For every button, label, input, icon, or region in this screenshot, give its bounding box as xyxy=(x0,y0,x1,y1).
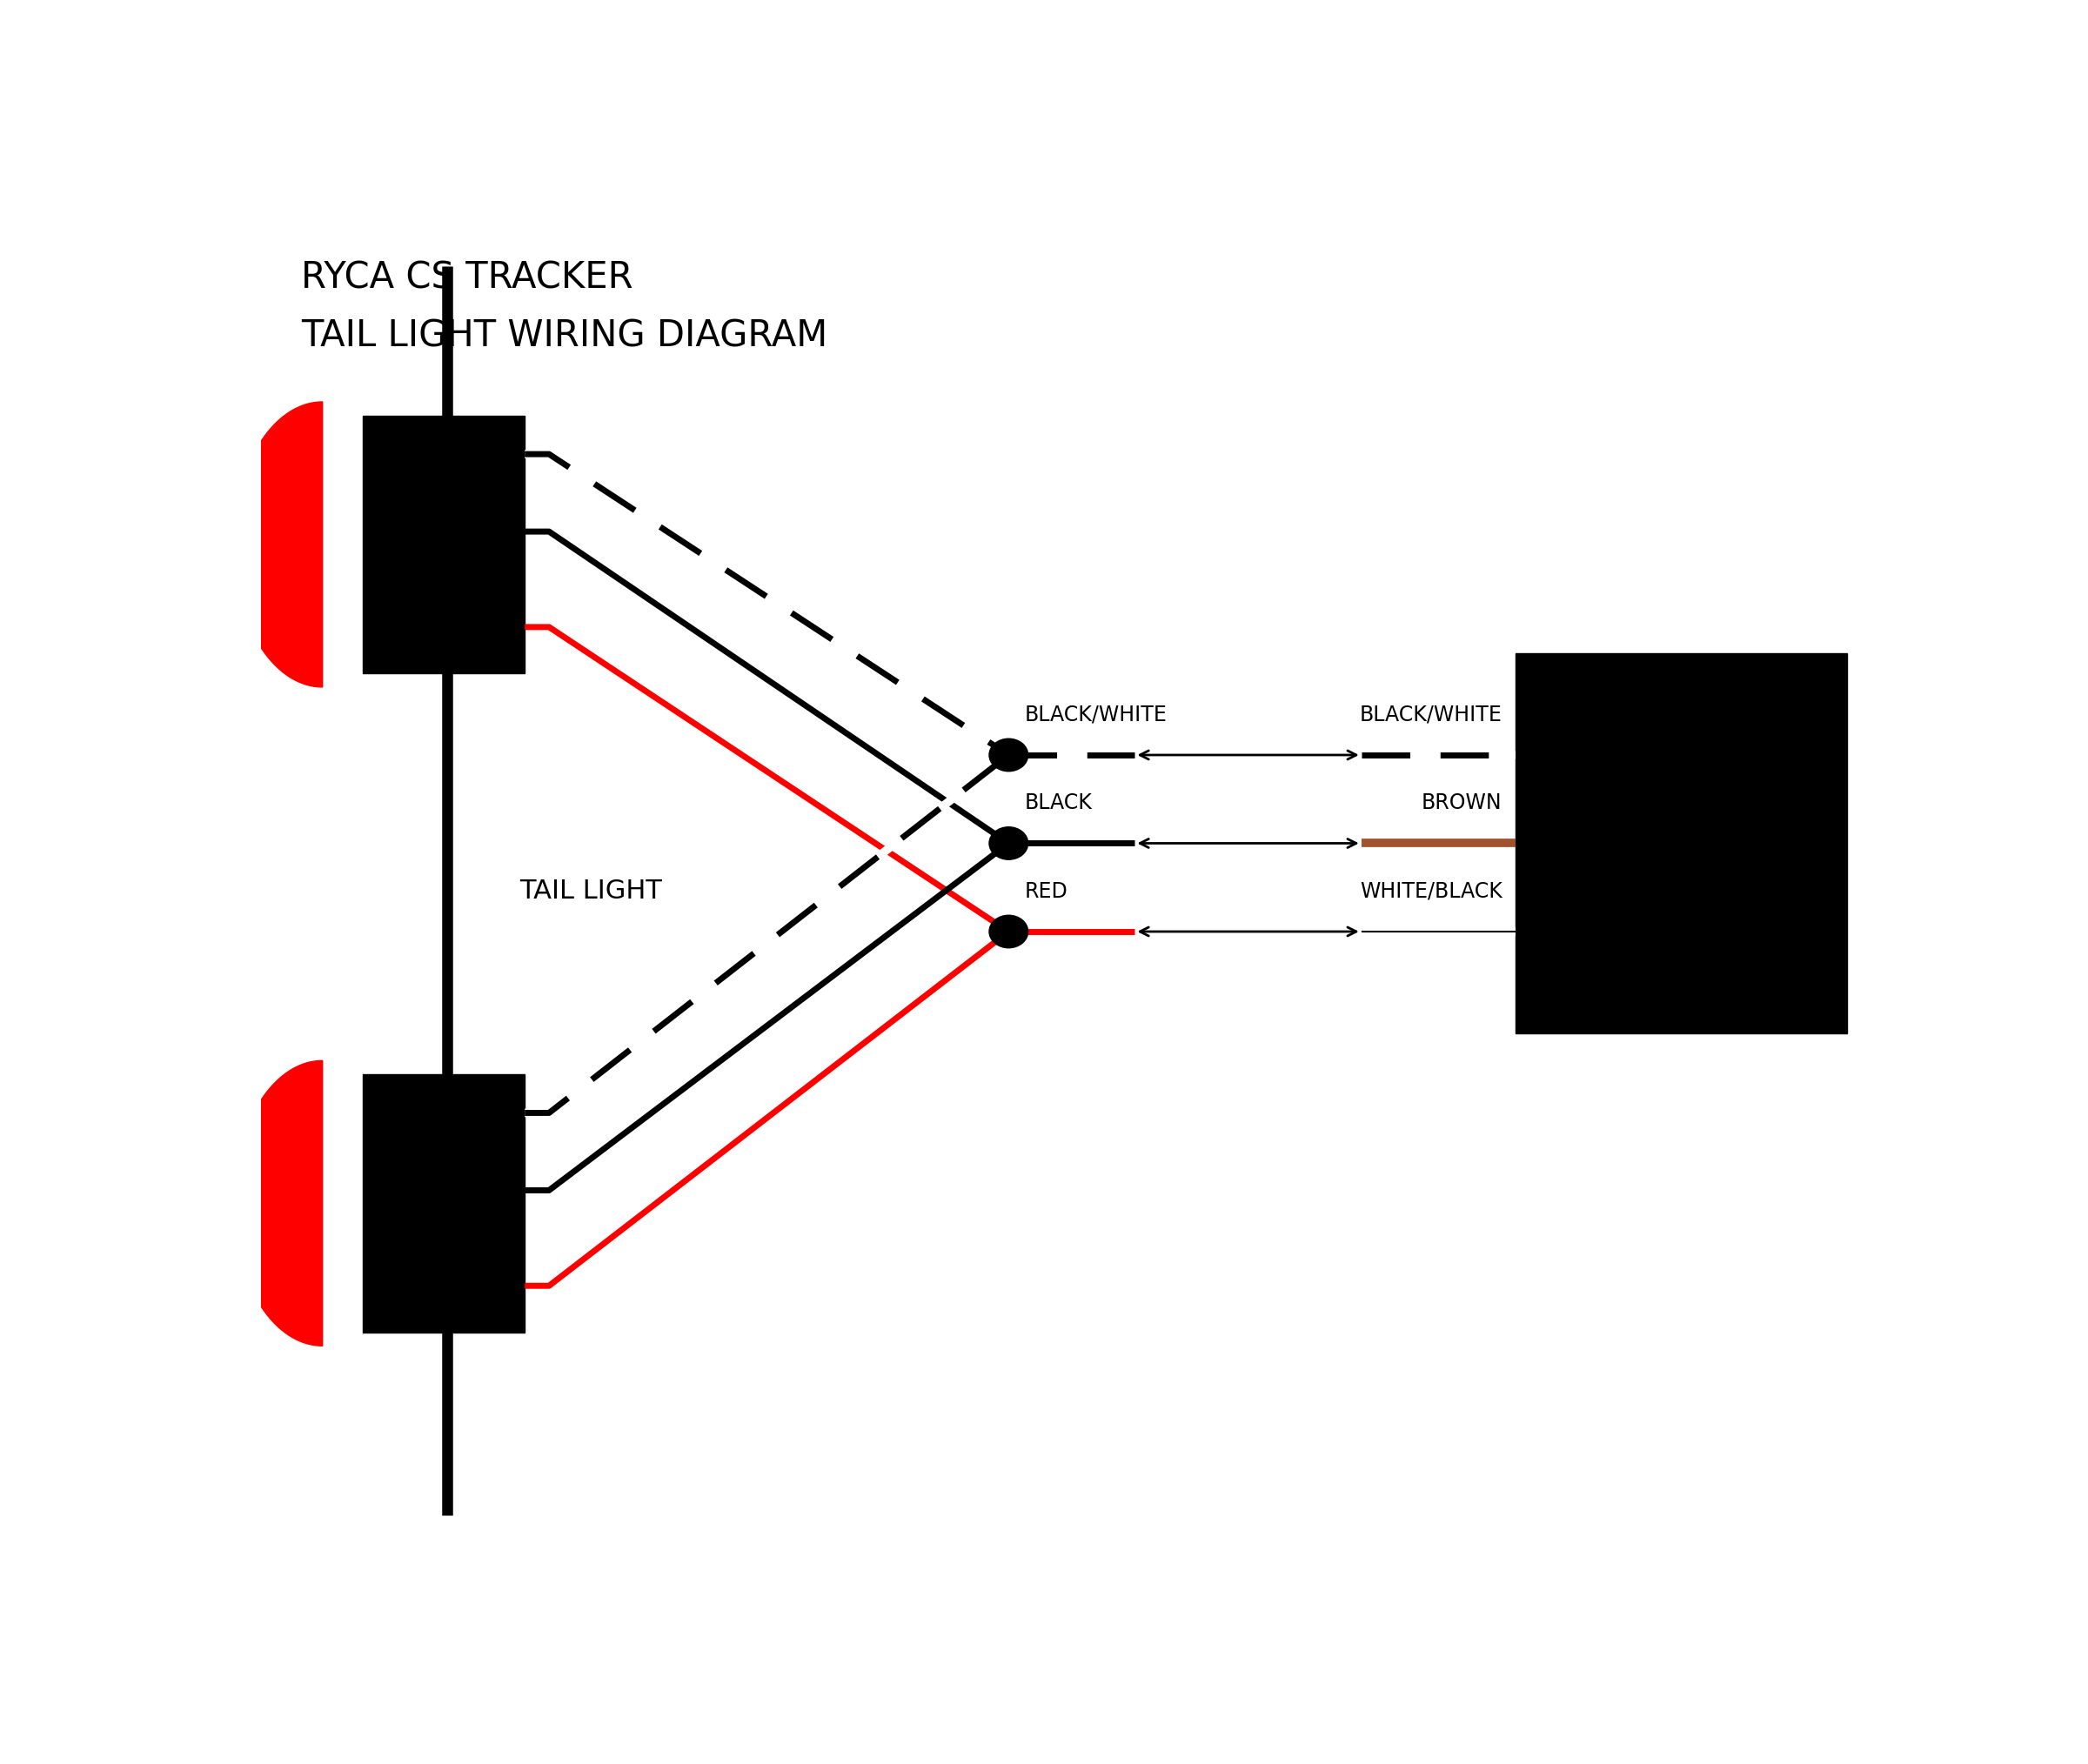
Polygon shape xyxy=(234,1060,322,1346)
Bar xyxy=(363,1074,524,1332)
Text: BLACK/WHITE: BLACK/WHITE xyxy=(1359,704,1501,725)
Text: TAIL LIGHT: TAIL LIGHT xyxy=(520,878,662,903)
Text: BLACK: BLACK xyxy=(1025,792,1092,813)
Text: HARNESS: HARNESS xyxy=(1583,762,1787,799)
Bar xyxy=(363,415,524,674)
Text: WHITE/BLACK: WHITE/BLACK xyxy=(1359,880,1501,901)
Text: WIRING: WIRING xyxy=(1601,656,1769,693)
Text: TAIL LIGHT WIRING DIAGRAM: TAIL LIGHT WIRING DIAGRAM xyxy=(301,318,829,355)
Circle shape xyxy=(990,916,1027,947)
Text: RED: RED xyxy=(1025,880,1069,901)
Circle shape xyxy=(990,827,1027,859)
Polygon shape xyxy=(234,402,322,686)
Circle shape xyxy=(990,739,1027,771)
Bar xyxy=(1516,653,1846,1034)
Text: RYCA CS TRACKER: RYCA CS TRACKER xyxy=(301,259,633,296)
Text: BROWN: BROWN xyxy=(1422,792,1501,813)
Text: BLACK/WHITE: BLACK/WHITE xyxy=(1025,704,1167,725)
